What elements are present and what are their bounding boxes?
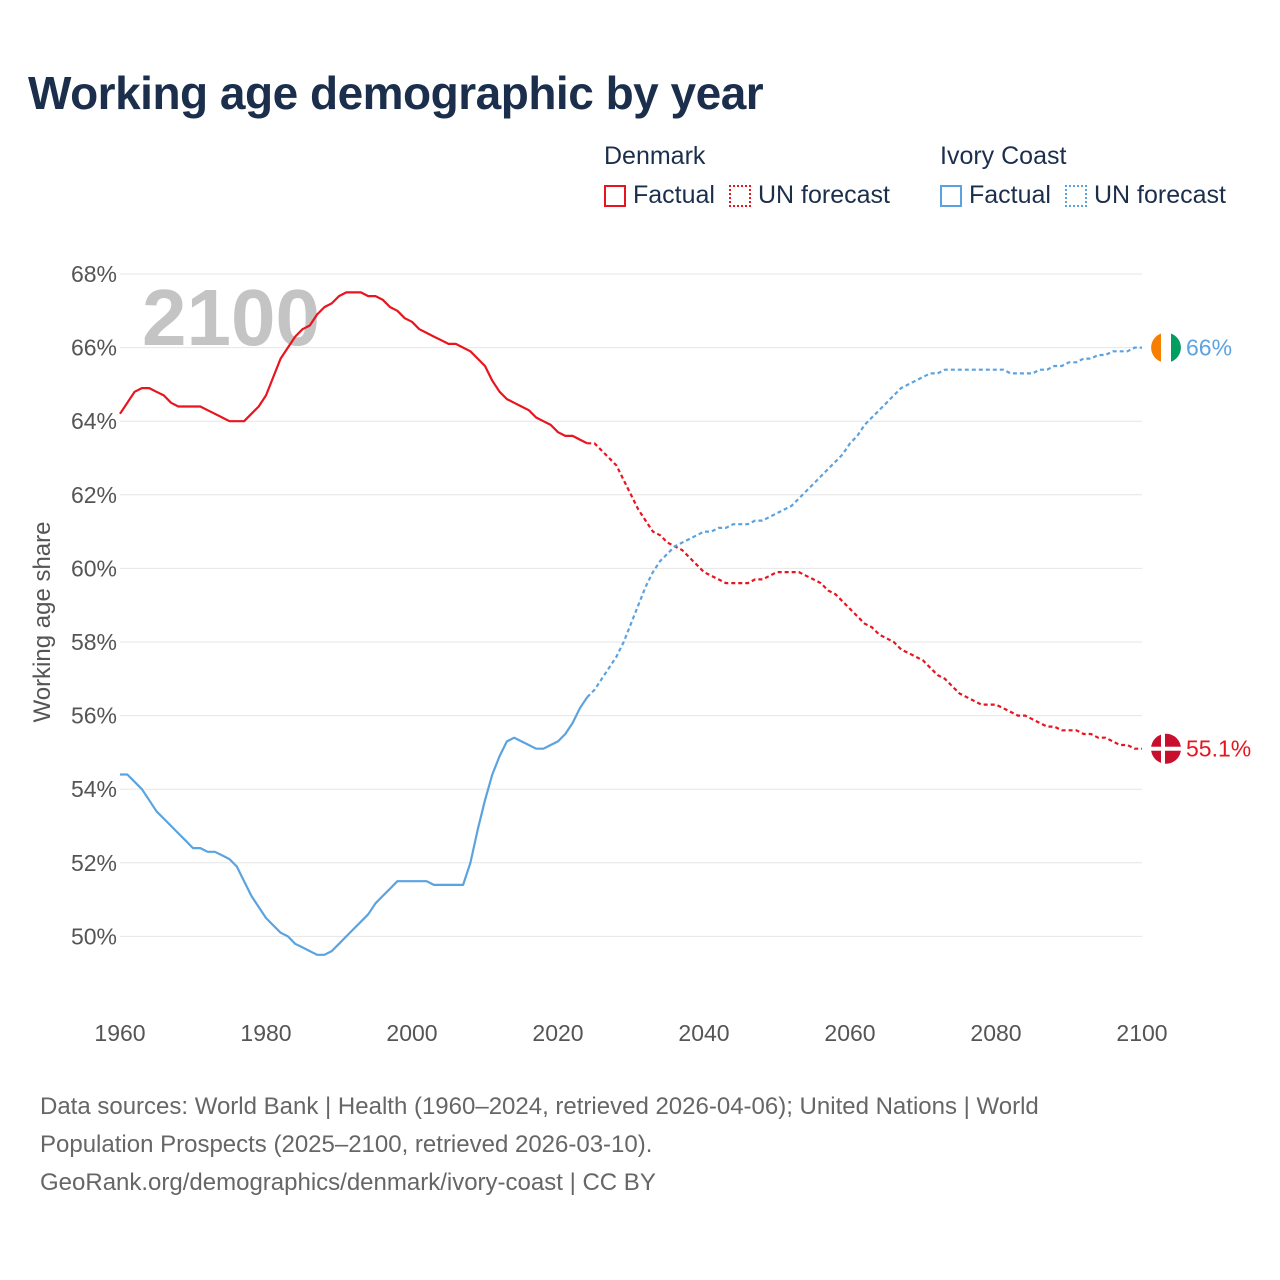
legend-group-denmark: Denmark Factual UN forecast bbox=[604, 142, 904, 210]
x-tick-label: 1980 bbox=[240, 1020, 291, 1046]
footer-sources-line-1: Data sources: World Bank | Health (1960–… bbox=[40, 1093, 1039, 1120]
denmark-flag-cross-horizontal bbox=[1151, 746, 1181, 751]
footer: Data sources: World Bank | Health (1960–… bbox=[40, 1088, 1220, 1202]
series-line-ivory-coast-forecast bbox=[586, 346, 1142, 698]
x-tick-label: 2100 bbox=[1116, 1020, 1167, 1046]
legend-swatch-solid bbox=[940, 184, 962, 207]
series-line-denmark-forecast bbox=[587, 442, 1142, 750]
y-tick-label: 54% bbox=[71, 776, 117, 802]
series-line-ivory-coast-factual bbox=[120, 696, 589, 956]
y-tick-label: 68% bbox=[71, 261, 117, 287]
legend-item-ivory-coast-factual[interactable]: Factual bbox=[940, 181, 1051, 210]
y-tick-label: 58% bbox=[71, 629, 117, 655]
legend-group-name: Denmark bbox=[604, 142, 706, 170]
footer-attribution[interactable]: GeoRank.org/demographics/denmark/ivory-c… bbox=[40, 1169, 656, 1196]
y-tick-label: 52% bbox=[71, 850, 117, 876]
legend-label: UN forecast bbox=[757, 181, 890, 209]
y-axis-title: Working age share bbox=[29, 522, 56, 723]
legend-label: Factual bbox=[633, 181, 715, 209]
legend-label: UN forecast bbox=[1093, 181, 1226, 209]
x-tick-label: 2020 bbox=[532, 1020, 583, 1046]
end-value-label-denmark: 55.1% bbox=[1186, 736, 1251, 762]
x-tick-label: 2080 bbox=[970, 1020, 1021, 1046]
ivory-coast-flag-green bbox=[1171, 333, 1181, 362]
legend-swatch-dotted bbox=[728, 184, 751, 207]
legend-swatch-solid bbox=[604, 184, 626, 207]
end-value-label-ivory-coast: 66% bbox=[1186, 335, 1232, 361]
series-line-denmark-factual bbox=[119, 291, 588, 445]
y-tick-label: 64% bbox=[71, 408, 117, 434]
y-tick-label: 56% bbox=[71, 703, 117, 729]
x-tick-label: 2060 bbox=[824, 1020, 875, 1046]
x-tick-label: 1960 bbox=[94, 1020, 145, 1046]
y-tick-label: 50% bbox=[71, 923, 117, 949]
legend-item-denmark-factual[interactable]: Factual bbox=[604, 181, 715, 210]
legend-group-ivory-coast: Ivory Coast Factual UN forecast bbox=[940, 142, 1240, 210]
ivory-coast-flag-orange bbox=[1151, 333, 1161, 362]
y-tick-label: 66% bbox=[71, 335, 117, 361]
legend-item-denmark-forecast[interactable]: UN forecast bbox=[728, 181, 890, 210]
legend-group-name: Ivory Coast bbox=[940, 142, 1067, 170]
line-chart: 50% 52% 54% 56% 58% 60% 62% 64% 66% 68% 1960 1980 20… bbox=[29, 261, 1251, 1046]
y-tick-label: 60% bbox=[71, 555, 117, 581]
footer-sources-line-2: Population Prospects (2025–2100, retriev… bbox=[40, 1131, 653, 1158]
legend-item-ivory-coast-forecast[interactable]: UN forecast bbox=[1064, 181, 1226, 210]
x-tick-label: 2000 bbox=[386, 1020, 437, 1046]
legend-swatch-dotted bbox=[1064, 184, 1087, 207]
chart-title: Working age demographic by year bbox=[28, 67, 764, 119]
x-tick-label: 2040 bbox=[678, 1020, 729, 1046]
y-tick-label: 62% bbox=[71, 482, 117, 508]
year-watermark: 2100 bbox=[142, 273, 320, 362]
legend-label: Factual bbox=[969, 181, 1051, 209]
